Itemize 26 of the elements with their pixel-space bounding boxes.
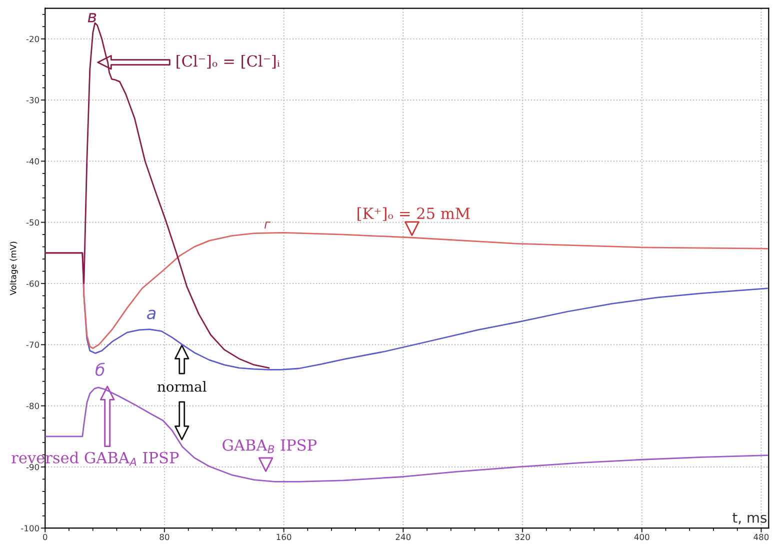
y-axis-title: Voltage (mV) <box>10 242 18 296</box>
x-tick-label: 0 <box>43 534 48 540</box>
y-tick-label: -30 <box>26 97 40 104</box>
annotation: a <box>147 310 156 320</box>
x-tick-label: 160 <box>276 534 292 540</box>
y-tick-label: -60 <box>26 280 40 287</box>
y-tick-label: -20 <box>26 36 40 42</box>
x-tick-label: 320 <box>515 534 530 540</box>
annotation: в <box>88 13 96 22</box>
y-tick-label: -50 <box>26 219 40 226</box>
x-tick-label: 240 <box>396 534 411 540</box>
annotation: [Cl⁻]ₒ = [Cl⁻]ᵢ <box>176 54 280 69</box>
annotation: б <box>96 362 105 376</box>
x-tick-label: 80 <box>160 534 170 540</box>
y-tick-label: -40 <box>26 158 40 164</box>
annotation: GABA$_{B}$ IPSP <box>222 439 317 454</box>
x-tick-label: 480 <box>754 534 769 540</box>
annotation: г <box>264 222 271 229</box>
annotation: [K⁺]ₒ = 25 mM <box>358 207 470 221</box>
y-tick-label: -70 <box>26 342 40 348</box>
y-tick-label: -80 <box>26 402 40 410</box>
y-tick-label: -100 <box>21 525 40 532</box>
y-tick-label: -90 <box>26 464 40 470</box>
x-tick-label: 400 <box>634 534 650 540</box>
x-axis-title: t, ms <box>732 512 767 524</box>
annotation: normal <box>157 381 206 392</box>
